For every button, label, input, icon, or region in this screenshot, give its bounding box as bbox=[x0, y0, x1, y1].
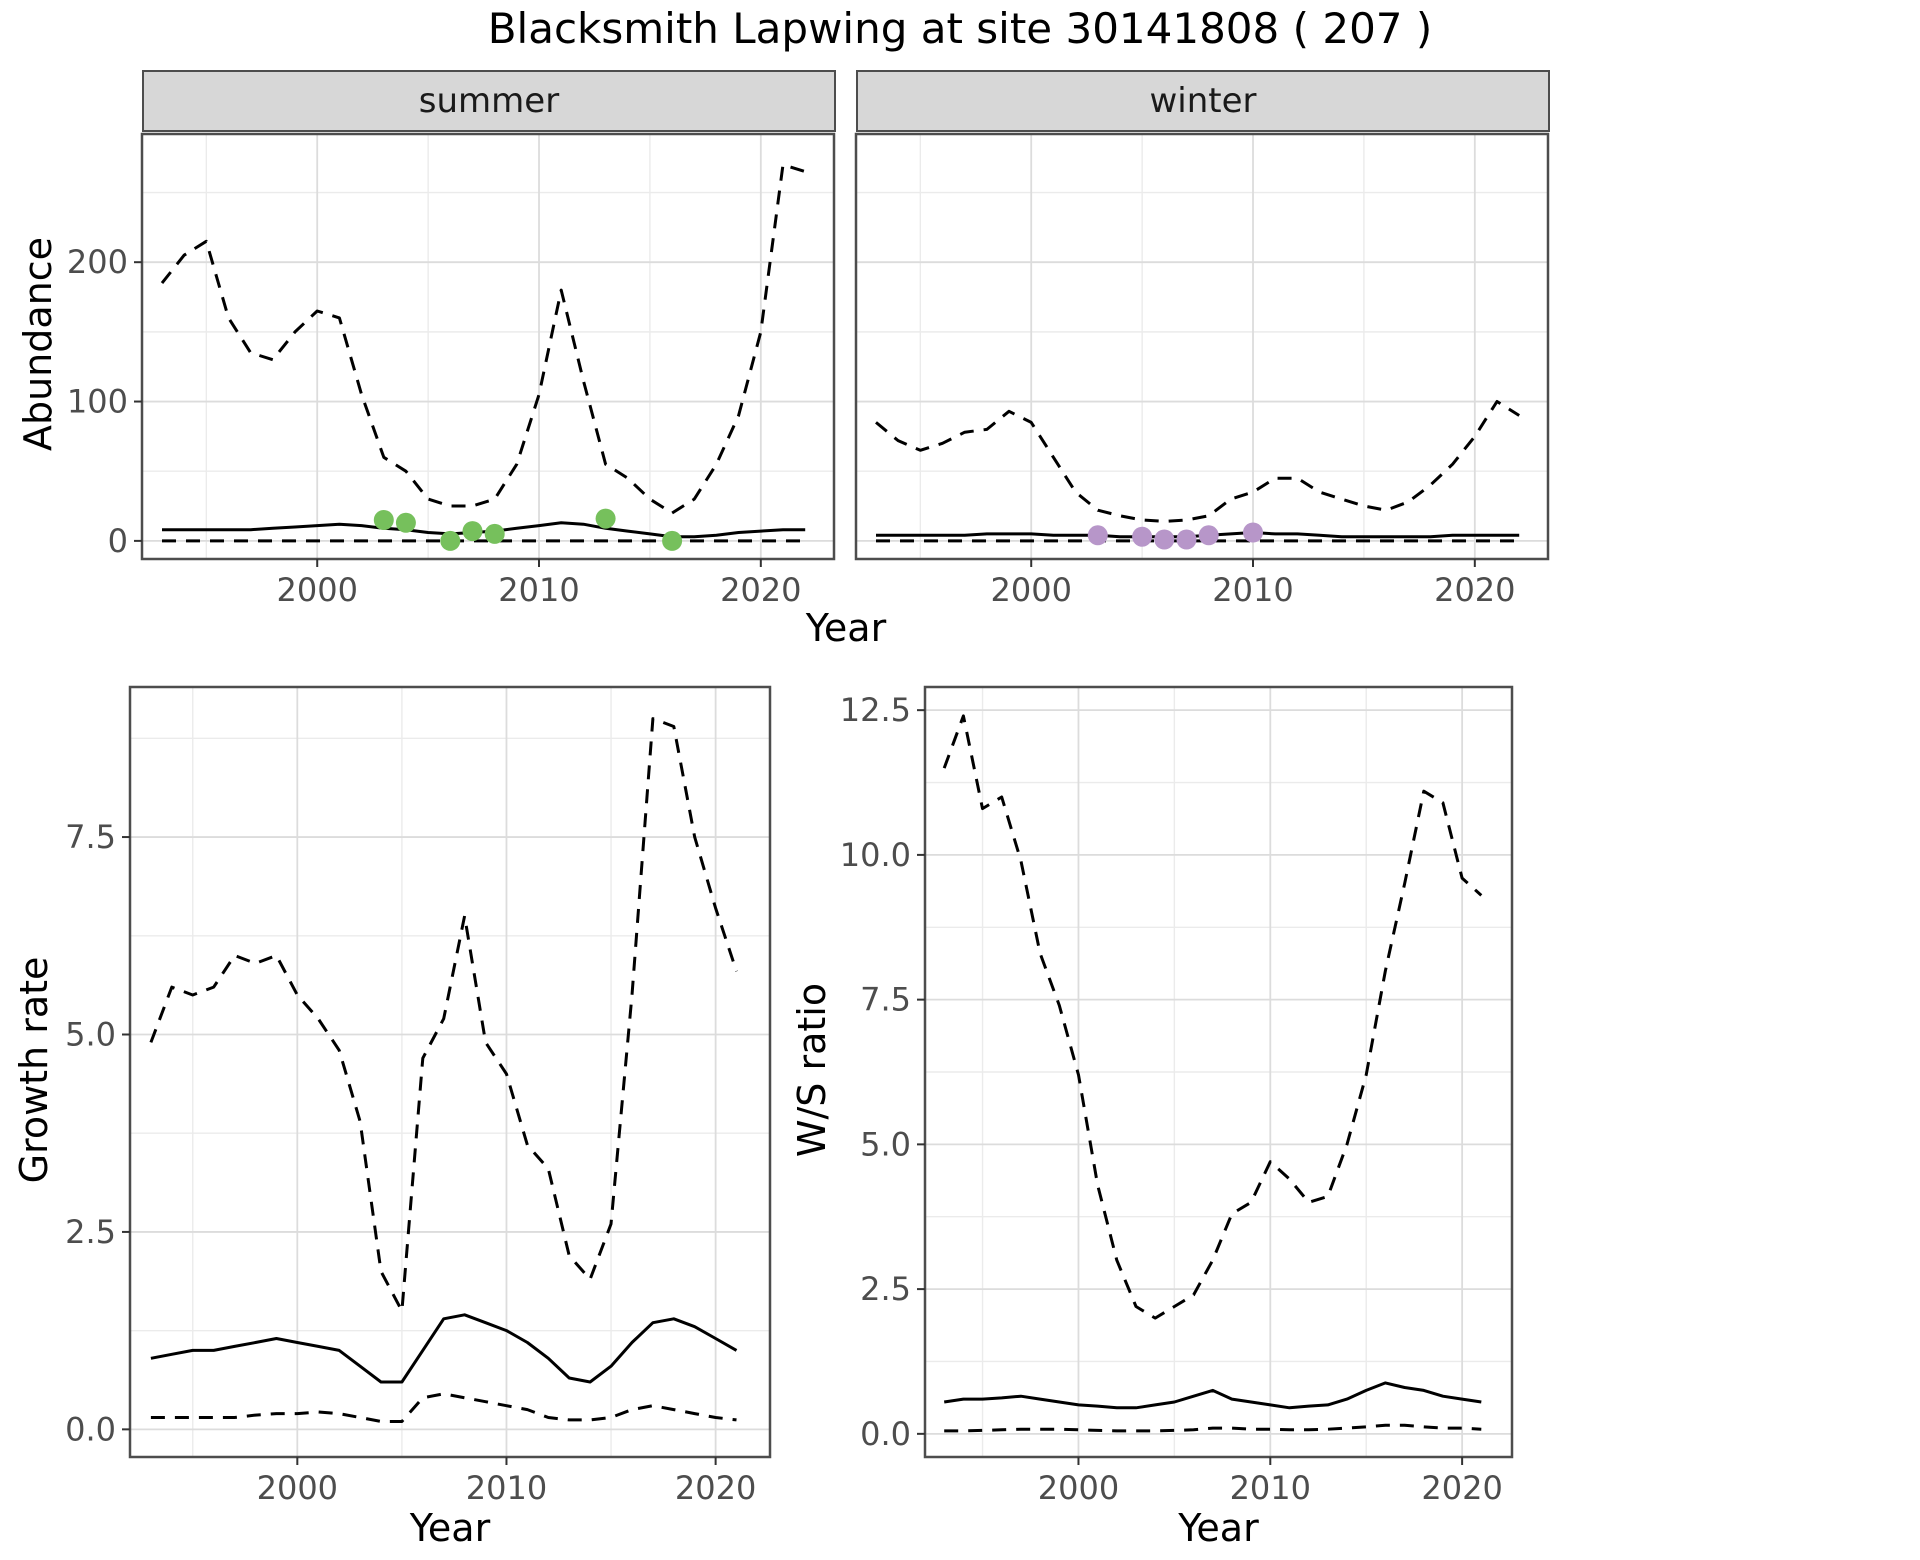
upper-95ci-line bbox=[875, 400, 1521, 523]
y-tick-label: 0 bbox=[108, 522, 128, 560]
y-tick-label: 0.0 bbox=[860, 1415, 911, 1453]
lower-95ci-line bbox=[944, 1423, 1482, 1433]
x-tick-label: 2000 bbox=[990, 571, 1071, 609]
upper-95ci-line bbox=[160, 163, 806, 515]
y-tick-label: 12.5 bbox=[840, 691, 911, 729]
observation-point bbox=[484, 523, 505, 544]
median-line bbox=[943, 1381, 1482, 1410]
x-tick-label: 2020 bbox=[1421, 1469, 1502, 1507]
x-tick-label: 2020 bbox=[720, 571, 801, 609]
y-tick-label: 100 bbox=[67, 383, 128, 421]
observation-point bbox=[1132, 526, 1153, 547]
x-tick-label: 2010 bbox=[1212, 571, 1293, 609]
top-x-axis-label: Year bbox=[805, 606, 887, 650]
median-line bbox=[876, 531, 1520, 539]
observation-point bbox=[1243, 522, 1263, 543]
upper-95ci-line bbox=[149, 717, 738, 1313]
y-tick-label: 200 bbox=[67, 243, 128, 281]
x-tick-label: 2010 bbox=[498, 571, 579, 609]
observation-point bbox=[1198, 525, 1219, 546]
growth-rate-panel: 2000 2010 2020 0.0 2.5 5.0 7.5 bbox=[65, 685, 772, 1507]
figure-title: Blacksmith Lapwing at site 30141808 ( 20… bbox=[487, 4, 1433, 53]
abundance-summer-panel: 2000 2010 2020 0 100 200 bbox=[67, 132, 836, 609]
panel-border bbox=[923, 685, 1514, 1459]
y-tick-label: 10.0 bbox=[840, 836, 911, 874]
panel-border bbox=[854, 132, 1550, 561]
ws-x-axis-label: Year bbox=[1178, 1506, 1259, 1550]
observation-point bbox=[462, 521, 483, 542]
y-tick-label: 5.0 bbox=[65, 1015, 116, 1053]
y-tick-label: 2.5 bbox=[860, 1270, 911, 1308]
facet-strip-summer: summer bbox=[142, 70, 836, 132]
median-line bbox=[162, 521, 806, 539]
observation-point bbox=[395, 512, 416, 533]
observation-point bbox=[1154, 529, 1175, 550]
observation-point bbox=[373, 510, 394, 530]
x-tick-label: 2010 bbox=[466, 1469, 547, 1507]
observation-point bbox=[595, 508, 616, 529]
abundance-winter-panel: 2000 2010 2020 bbox=[854, 132, 1550, 609]
y-tick-label: 7.5 bbox=[860, 981, 911, 1019]
observation-point bbox=[1176, 529, 1197, 550]
x-tick-label: 2010 bbox=[1230, 1469, 1311, 1507]
panel-border bbox=[128, 685, 772, 1459]
x-tick-label: 2000 bbox=[257, 1469, 338, 1507]
y-tick-label: 5.0 bbox=[860, 1125, 911, 1163]
observation-point bbox=[1087, 525, 1108, 546]
median-line bbox=[150, 1313, 738, 1384]
y-tick-label: 7.5 bbox=[65, 818, 116, 856]
lower-95ci-line bbox=[150, 1392, 737, 1423]
observation-point bbox=[440, 530, 461, 551]
panel-background bbox=[130, 687, 770, 1457]
y-tick-label: 2.5 bbox=[65, 1213, 116, 1251]
abundance-y-axis-label: Abundance bbox=[16, 236, 60, 452]
growth-x-axis-label: Year bbox=[409, 1506, 491, 1550]
ws-ratio-panel: 2000 2010 2020 0.0 2.5 5.0 7.5 10.0 12.5 bbox=[840, 685, 1514, 1507]
panel-background bbox=[856, 134, 1548, 559]
x-tick-label: 2000 bbox=[276, 571, 357, 609]
facet-strip-winter: winter bbox=[856, 70, 1550, 132]
x-tick-label: 2020 bbox=[675, 1469, 756, 1507]
x-tick-label: 2000 bbox=[1038, 1469, 1119, 1507]
panel-border bbox=[140, 132, 836, 561]
y-tick-label: 0.0 bbox=[65, 1410, 116, 1448]
x-tick-label: 2020 bbox=[1434, 571, 1515, 609]
observation-point bbox=[662, 530, 683, 551]
ws-ratio-y-axis-label: W/S ratio bbox=[790, 982, 834, 1158]
panel-background bbox=[142, 134, 834, 559]
growth-rate-y-axis-label: Growth rate bbox=[12, 956, 56, 1184]
